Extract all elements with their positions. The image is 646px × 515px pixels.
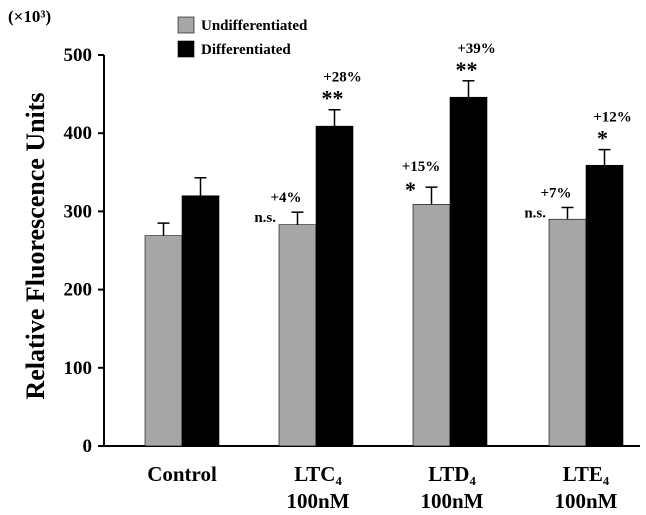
y-tick-label: 100 <box>64 358 93 379</box>
y-tick-label: 300 <box>64 201 93 222</box>
change-label: +7% <box>540 185 571 201</box>
bar-undifferentiated <box>278 224 317 447</box>
legend-label-undifferentiated: Undifferentiated <box>201 18 308 34</box>
y-axis-label: Relative Fluorescence Units <box>21 92 50 399</box>
significance-label: * <box>597 126 608 151</box>
bar-differentiated <box>181 195 220 447</box>
x-category-sublabel: 100nM <box>421 489 484 513</box>
x-category-label: LTD₄ <box>428 462 476 486</box>
y-tick-label: 0 <box>83 436 93 457</box>
significance-label: n.s. <box>524 205 546 221</box>
bar-differentiated <box>449 96 488 447</box>
bar-undifferentiated <box>548 218 587 447</box>
x-category-label: LTE₄ <box>563 462 610 486</box>
significance-label: n.s. <box>254 210 276 226</box>
x-category-sublabel: 100nM <box>287 489 350 513</box>
legend-swatch-undifferentiated <box>177 16 195 34</box>
change-label: +28% <box>323 70 362 86</box>
x-category-sublabel: 100nM <box>555 489 618 513</box>
bar-undifferentiated <box>412 204 451 447</box>
change-label: +39% <box>457 41 496 57</box>
change-label: +12% <box>593 110 632 126</box>
change-label: +4% <box>270 190 301 206</box>
y-axis-multiplier: (×10³) <box>8 7 51 26</box>
bar-differentiated <box>585 164 624 447</box>
legend-swatch-differentiated <box>177 40 195 58</box>
x-category-label: Control <box>147 462 217 486</box>
significance-label: ** <box>456 57 478 82</box>
y-tick-label: 200 <box>64 280 93 301</box>
bar-undifferentiated <box>144 235 183 447</box>
legend-label-differentiated: Differentiated <box>201 42 291 58</box>
change-label: +15% <box>402 159 441 175</box>
y-tick-label: 400 <box>64 123 93 144</box>
bar-differentiated <box>315 125 354 447</box>
y-tick-label: 500 <box>64 45 93 66</box>
significance-label: * <box>405 177 416 202</box>
significance-label: ** <box>322 86 344 111</box>
x-category-label: LTC₄ <box>294 462 342 486</box>
